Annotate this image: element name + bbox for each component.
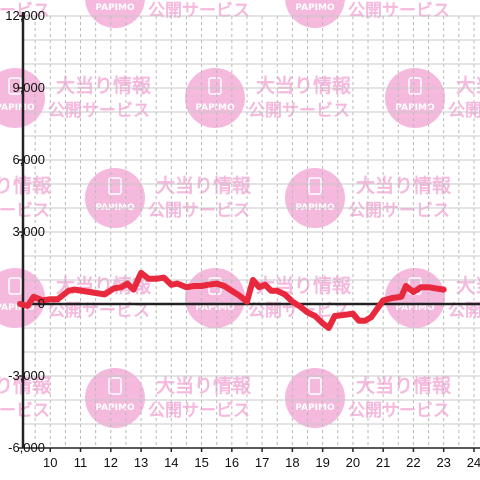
y-tick-label: 9,000 xyxy=(12,80,45,95)
watermark-logo-icon xyxy=(408,77,422,95)
watermark-logo-circle xyxy=(385,268,445,328)
watermark-line2: 公開サービス xyxy=(448,301,480,321)
watermark-line1: 大当り情報 xyxy=(156,374,252,397)
watermark-logo-icon xyxy=(108,377,122,395)
y-tick-label: 0 xyxy=(38,296,45,311)
x-tick-label: 24 xyxy=(467,455,480,470)
x-tick-label: 14 xyxy=(164,455,178,470)
series-layer xyxy=(17,269,447,331)
watermark-logo-text: PAPIMO xyxy=(395,103,435,113)
x-tick-label: 19 xyxy=(315,455,329,470)
watermark-logo-text: PAPIMO xyxy=(0,103,35,113)
watermark-logo-circle xyxy=(85,0,145,28)
y-tick-label: 6,000 xyxy=(12,152,45,167)
watermark-logo-circle xyxy=(385,68,445,128)
y-tick-label: -3,000 xyxy=(8,368,45,383)
watermark-logo-icon xyxy=(8,277,22,295)
watermark-logo-text: PAPIMO xyxy=(195,303,235,313)
watermark-logo-icon xyxy=(108,177,122,195)
x-tick-label: 18 xyxy=(285,455,299,470)
watermark-logo-circle xyxy=(185,268,245,328)
series-line xyxy=(17,269,447,331)
watermark-line1: 大当り情報 xyxy=(0,174,52,197)
x-tick-label: 13 xyxy=(134,455,148,470)
watermark-line1: 大当り情報 xyxy=(256,74,352,97)
tick-labels: -6,000 -3,000 0 3,000 6,000 9,000 12,000 10 11 12… xyxy=(5,8,480,470)
watermark-logo-icon xyxy=(308,377,322,395)
watermark-logo-circle xyxy=(285,0,345,28)
watermark-logo-text: PAPIMO xyxy=(0,303,35,313)
watermark-line1: 大当り情報 xyxy=(156,174,252,197)
watermark-line2: 公開サービス xyxy=(348,1,450,21)
watermark-line1: 大当り情報 xyxy=(456,74,480,97)
x-tick-label: 20 xyxy=(346,455,360,470)
x-tick-label: 10 xyxy=(43,455,57,470)
watermark-line2: 公開サービス xyxy=(0,201,50,221)
watermark-logo-circle xyxy=(85,168,145,228)
watermark-logo-text: PAPIMO xyxy=(95,3,135,13)
watermark-logo-circle xyxy=(285,368,345,428)
watermark-line2: 公開サービス xyxy=(0,401,50,421)
watermark-logo-circle xyxy=(185,68,245,128)
x-tick-label: 15 xyxy=(194,455,208,470)
grid-lines xyxy=(23,15,480,449)
axes xyxy=(19,12,480,452)
watermark-logo-text: PAPIMO xyxy=(195,103,235,113)
watermark-logo-text: PAPIMO xyxy=(295,3,335,13)
x-tick-label: 11 xyxy=(74,455,88,470)
watermark-line2: 公開サービス xyxy=(48,301,150,321)
x-tick-label: 21 xyxy=(376,455,390,470)
y-tick-label: -6,000 xyxy=(8,440,45,455)
x-tick-label: 16 xyxy=(225,455,239,470)
watermark-line1: 大当り情報 xyxy=(356,174,452,197)
x-tick-label: 12 xyxy=(104,455,118,470)
watermark-line2: 公開サービス xyxy=(48,101,150,121)
watermark-line2: 公開サービス xyxy=(348,401,450,421)
watermark-logo-circle xyxy=(285,168,345,228)
watermark-line2: 公開サービス xyxy=(148,201,250,221)
watermark-logo-icon xyxy=(208,77,222,95)
watermark-logo-text: PAPIMO xyxy=(395,303,435,313)
watermark-line2: 公開サービス xyxy=(248,301,350,321)
watermark-line1: 大当り情報 xyxy=(456,274,480,297)
watermark-logo-text: PAPIMO xyxy=(95,403,135,413)
y-tick-label: 3,000 xyxy=(12,224,45,239)
watermark-line2: 公開サービス xyxy=(348,201,450,221)
watermark-logo-icon xyxy=(308,177,322,195)
watermark-logo-icon xyxy=(8,77,22,95)
watermark-line1: 大当り情報 xyxy=(356,374,452,397)
y-tick-label: 12,000 xyxy=(5,8,45,23)
watermark-line2: 公開サービス xyxy=(148,401,250,421)
x-tick-label: 22 xyxy=(406,455,420,470)
watermark-line1: 大当り情報 xyxy=(56,74,152,97)
watermark-logo-circle xyxy=(85,368,145,428)
watermark-line2: 公開サービス xyxy=(248,101,350,121)
watermark-line2: 公開サービス xyxy=(148,1,250,21)
watermark-line2: 公開サービス xyxy=(448,101,480,121)
x-tick-label: 17 xyxy=(255,455,269,470)
x-tick-label: 23 xyxy=(436,455,450,470)
watermark-line1: 大当り情報 xyxy=(0,374,52,397)
watermark-logo-text: PAPIMO xyxy=(295,403,335,413)
